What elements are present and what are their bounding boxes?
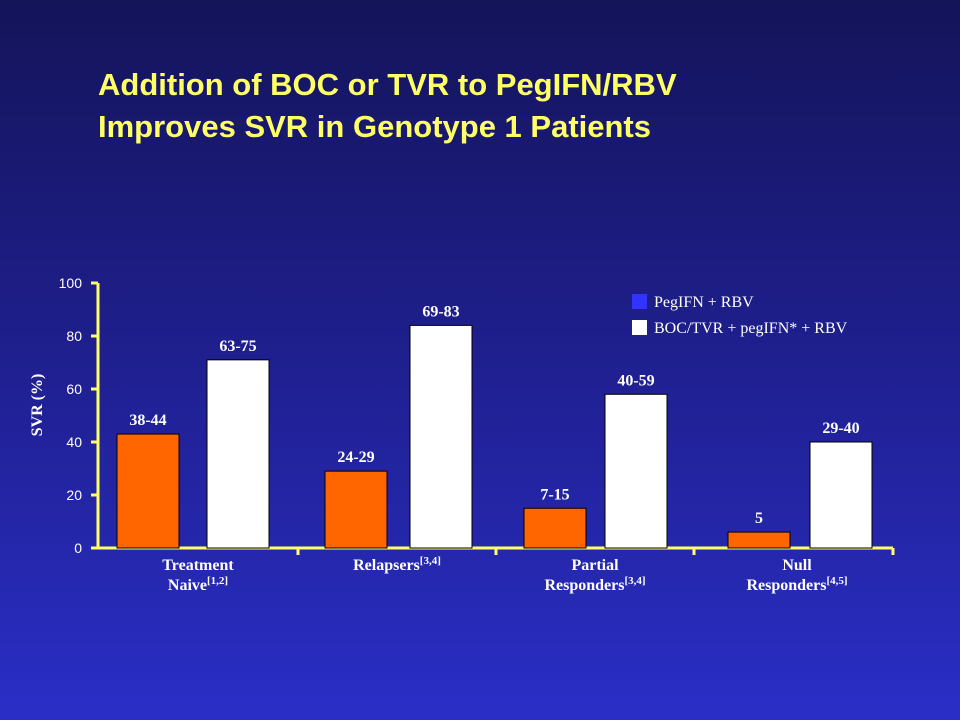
x-category-label: Null bbox=[782, 557, 812, 574]
bar-boc-tvr-pegifn-rbv bbox=[604, 393, 668, 549]
y-tick-label: 0 bbox=[74, 540, 82, 556]
bar-data-label: 63-75 bbox=[219, 338, 256, 355]
y-tick-label: 80 bbox=[66, 328, 82, 344]
legend-label-boc-tvr-pegifn-rbv: BOC/TVR + pegIFN* + RBV bbox=[654, 320, 848, 337]
bar-boc-tvr-pegifn-rbv bbox=[206, 359, 270, 549]
bar-data-label: 5 bbox=[755, 510, 763, 527]
x-category-label: Treatment bbox=[162, 557, 234, 574]
y-tick-label: 40 bbox=[66, 434, 82, 450]
y-tick-label: 20 bbox=[66, 487, 82, 503]
y-tick-label: 100 bbox=[59, 275, 83, 291]
bar-pegifn-rbv bbox=[523, 507, 587, 549]
x-category-label: Partial bbox=[571, 557, 619, 574]
bar-data-label: 7-15 bbox=[540, 486, 569, 503]
bar-boc-tvr-pegifn-rbv bbox=[409, 324, 473, 549]
bar-data-label: 69-83 bbox=[422, 303, 459, 320]
legend-swatch-pegifn-rbv bbox=[632, 294, 647, 309]
title-line-1: Addition of BOC or TVR to PegIFN/RBV bbox=[98, 67, 677, 102]
x-category-label: Responders[3,4] bbox=[544, 575, 645, 594]
x-category-label: Responders[4,5] bbox=[746, 575, 847, 594]
y-tick-label: 60 bbox=[66, 381, 82, 397]
bar-boc-tvr-pegifn-rbv bbox=[809, 441, 873, 549]
bar-data-label: 40-59 bbox=[617, 372, 654, 389]
x-category-label: Naive[1,2] bbox=[168, 575, 228, 594]
bar-pegifn-rbv bbox=[727, 531, 791, 549]
bar-data-label: 29-40 bbox=[822, 420, 859, 437]
slide-title: Addition of BOC or TVR to PegIFN/RBV Imp… bbox=[98, 64, 938, 148]
bar-data-label: 24-29 bbox=[337, 449, 374, 466]
x-category-label: Relapsers[3,4] bbox=[353, 555, 441, 574]
bar-pegifn-rbv bbox=[116, 433, 180, 549]
bar-data-label: 38-44 bbox=[129, 412, 166, 429]
bar-pegifn-rbv bbox=[324, 470, 388, 549]
legend-swatch-boc-tvr-pegifn-rbv bbox=[632, 320, 647, 335]
y-axis-title: SVR (%) bbox=[29, 374, 46, 437]
legend-label-pegifn-rbv: PegIFN + RBV bbox=[654, 294, 754, 311]
title-line-2: Improves SVR in Genotype 1 Patients bbox=[98, 109, 651, 144]
